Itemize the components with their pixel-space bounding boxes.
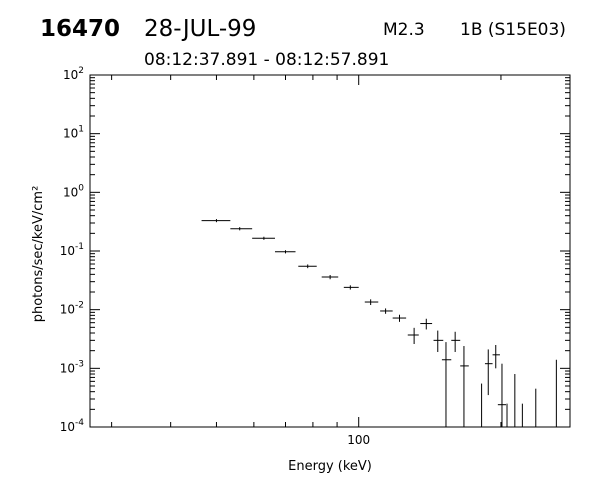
data-point [497, 363, 507, 427]
x-tick-label: 100 [347, 433, 370, 447]
event-date: 28-JUL-99 [144, 16, 257, 42]
data-point [420, 318, 433, 330]
plot-axes: 10-4 10-3 10-2 10-1 100 101 102 100 [60, 66, 571, 447]
data-point [460, 346, 469, 427]
y-tick-label: 102 [63, 66, 84, 82]
data-point [441, 342, 452, 427]
flare-class: M2.3 [383, 20, 425, 40]
x-axis-label: Energy (keV) [288, 459, 372, 474]
data-point [298, 264, 317, 269]
data-point [321, 274, 339, 280]
data-point [380, 308, 393, 314]
y-tick-label: 101 [63, 125, 84, 141]
data-points [201, 219, 560, 428]
y-tick-label: 10-3 [60, 359, 84, 375]
data-point [433, 330, 444, 352]
data-point [230, 227, 253, 231]
data-point [201, 219, 231, 223]
data-point [492, 344, 500, 369]
y-axis-label: photons/sec/keV/cm² [31, 186, 46, 323]
y-tick-label: 10-4 [60, 418, 85, 434]
data-point [407, 327, 419, 344]
y-tick-label: 10-1 [60, 242, 84, 258]
data-point [274, 250, 296, 254]
data-point [451, 331, 461, 352]
data-point [553, 359, 560, 428]
data-point [343, 285, 359, 290]
flare-location: 1B (S15E03) [460, 20, 566, 40]
data-point [392, 314, 407, 322]
plot-frame [89, 74, 571, 428]
time-range: 08:12:37.891 - 08:12:57.891 [144, 50, 390, 70]
y-tick-label: 10-2 [60, 301, 84, 317]
event-id: 16470 [40, 16, 121, 42]
data-point [252, 236, 275, 240]
data-point [364, 299, 379, 306]
y-tick-label: 100 [63, 183, 84, 199]
data-point [484, 349, 493, 396]
